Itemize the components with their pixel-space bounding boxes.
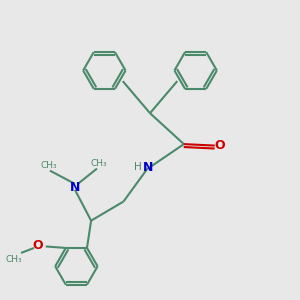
Text: O: O bbox=[32, 239, 43, 252]
Text: H: H bbox=[134, 162, 142, 172]
Text: N: N bbox=[142, 160, 153, 174]
Text: CH₃: CH₃ bbox=[41, 161, 58, 170]
Text: CH₃: CH₃ bbox=[5, 255, 22, 264]
Text: O: O bbox=[215, 139, 225, 152]
Text: CH₃: CH₃ bbox=[90, 159, 107, 168]
Text: N: N bbox=[70, 181, 80, 194]
